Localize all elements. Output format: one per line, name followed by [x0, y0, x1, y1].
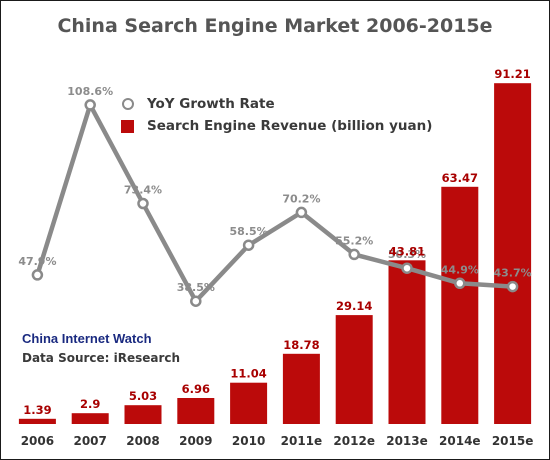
x-tick-2009: 2009: [179, 434, 212, 448]
revenue-label-2009: 6.96: [182, 382, 210, 396]
revenue-bar-2012e: [335, 315, 373, 424]
x-tick-2010: 2010: [232, 434, 265, 448]
revenue-bar-labels: 1.39 2.9 5.03 6.96 11.04 18.78 29.14 43.81 63.47…: [23, 67, 531, 417]
revenue-bars: [18, 83, 532, 424]
growth-point-2006: [31, 269, 44, 281]
growth-point-2014e: [454, 277, 466, 290]
growth-point-2011e: [295, 206, 308, 219]
growth-point-2013e: [401, 262, 413, 274]
revenue-bar-2008: [124, 405, 162, 424]
growth-label-2006: 47.9%: [18, 255, 56, 268]
x-tick-2006: 2006: [21, 434, 54, 448]
legend: YoY Growth Rate Search Engine Revenue (b…: [119, 93, 432, 137]
growth-point-2010: [242, 239, 255, 251]
growth-label-2012e: 55.2%: [335, 234, 373, 247]
data-source-label: Data Source: iResearch: [22, 351, 181, 365]
legend-label-revenue: Search Engine Revenue (billion yuan): [147, 118, 433, 134]
revenue-bar-2009: [177, 398, 215, 424]
revenue-label-2006: 1.39: [23, 403, 51, 417]
x-tick-2013e: 2013e: [386, 434, 428, 448]
growth-label-2008: 73.4%: [124, 184, 162, 197]
x-tick-2011e: 2011e: [281, 434, 323, 448]
revenue-label-2012e: 29.14: [336, 299, 372, 313]
revenue-label-2011e: 18.78: [283, 338, 319, 352]
revenue-label-2013e: 43.81: [389, 244, 425, 258]
growth-label-2009: 38.5%: [177, 281, 215, 294]
growth-label-2007: 108.6%: [67, 85, 113, 98]
legend-line-marker: [119, 95, 137, 113]
x-tick-2008: 2008: [126, 434, 159, 448]
legend-item-growth: YoY Growth Rate: [119, 93, 432, 115]
growth-label-2015e: 43.7%: [494, 267, 532, 280]
growth-label-2011e: 70.2%: [282, 192, 320, 205]
revenue-label-2008: 5.03: [129, 389, 157, 403]
revenue-bar-2011e: [282, 353, 320, 424]
growth-point-2008: [137, 197, 149, 210]
legend-bar-marker: [121, 119, 134, 133]
growth-point-2009: [190, 295, 202, 307]
growth-label-2010: 58.5%: [230, 225, 268, 238]
revenue-bar-2013e: [388, 260, 426, 424]
chart-title: China Search Engine Market 2006-2015e: [57, 15, 493, 37]
legend-item-revenue: Search Engine Revenue (billion yuan): [119, 115, 432, 137]
growth-line: 47.9% 108.6% 73.4% 38.5% 58.5% 70.2% 55.2% 50.3…: [18, 85, 532, 307]
growth-point-2007: [84, 99, 96, 111]
revenue-label-2015e: 91.21: [494, 67, 530, 81]
x-tick-2014e: 2014e: [439, 434, 481, 448]
revenue-bar-2006: [18, 418, 56, 424]
growth-rate-line: [35, 102, 513, 304]
revenue-bar-2014e: [441, 186, 479, 424]
legend-label-growth: YoY Growth Rate: [147, 96, 275, 112]
revenue-bar-2010: [230, 382, 268, 424]
revenue-bar-2007: [71, 413, 109, 424]
growth-label-2014e: 44.9%: [441, 263, 479, 276]
revenue-label-2014e: 63.47: [442, 171, 478, 185]
revenue-label-2007: 2.9: [80, 397, 100, 411]
revenue-label-2010: 11.04: [230, 367, 266, 381]
growth-label-2013e: 50.3%: [388, 248, 426, 261]
x-tick-2007: 2007: [73, 434, 106, 448]
x-tick-2012e: 2012e: [333, 434, 375, 448]
revenue-bar-2015e: [494, 83, 532, 424]
x-tick-2015e: 2015e: [492, 434, 534, 448]
brand-label: China Internet Watch: [22, 331, 152, 346]
x-axis-ticks: 2006 2007 2008 2009 2010 2011e 2012e 2013e 2014e…: [21, 434, 534, 448]
growth-point-2012e: [348, 248, 360, 261]
growth-point-2015e: [506, 280, 519, 293]
